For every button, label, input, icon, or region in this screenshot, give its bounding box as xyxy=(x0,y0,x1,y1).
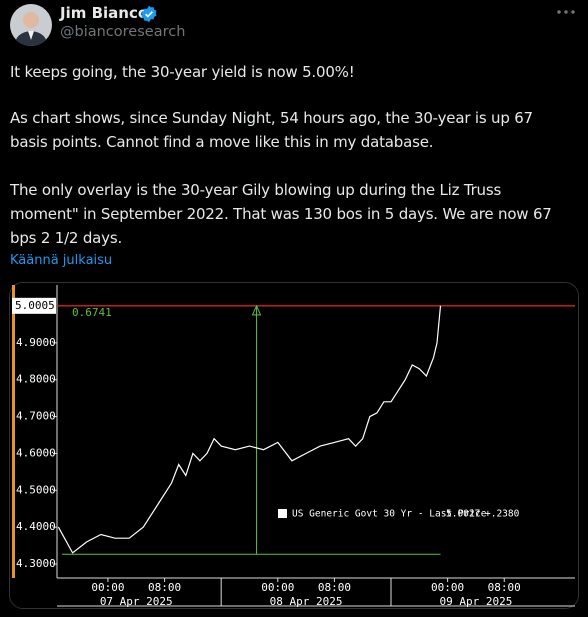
chart-background xyxy=(10,283,578,608)
x-tick-label: 00:00 xyxy=(91,581,124,594)
text-line: bps 2 1/2 days. xyxy=(10,229,123,247)
legend-swatch xyxy=(278,509,287,518)
y-tick-label: 4.9000 xyxy=(16,336,56,349)
series-line xyxy=(57,305,442,554)
paragraph: The only overlay is the 30-year Gily blo… xyxy=(10,178,552,250)
legend-label: US Generic Govt 30 Yr - Last Price xyxy=(292,509,487,520)
verified-badge xyxy=(141,5,157,23)
text-line: As chart shows, since Sunday Night, 54 h… xyxy=(10,109,533,127)
last-value-label: 5.0005 xyxy=(15,299,55,312)
arrow-head xyxy=(251,304,262,316)
media-frame xyxy=(9,282,579,609)
y-tick-label: 4.8000 xyxy=(16,373,56,386)
text-line: The only overlay is the 30-year Gily blo… xyxy=(10,181,502,199)
x-tick-label: 00:00 xyxy=(431,581,464,594)
y-tick-label: 4.7000 xyxy=(16,410,56,423)
legend-last-price: 5.0027 xyxy=(446,509,480,520)
x-date-label: 09 Apr 2025 xyxy=(439,595,512,608)
legend-change: +.2380 xyxy=(485,509,520,520)
text-line: moment" in September 2022. That was 130 … xyxy=(10,205,552,223)
y-tick-label: 4.6000 xyxy=(16,446,56,459)
legend-box xyxy=(272,503,522,525)
x-tick-label: 08:00 xyxy=(318,581,351,594)
x-tick-label: 08:00 xyxy=(148,581,181,594)
y-tick-label: 4.5000 xyxy=(16,483,56,496)
x-tick-label: 08:00 xyxy=(488,581,521,594)
y-axis-bar xyxy=(12,285,15,578)
chart[interactable]: 4.3000 4.4000 4.5000 4.6000 4.7000 4.8000 4.90… xyxy=(10,283,578,608)
x-date-label: 07 Apr 2025 xyxy=(100,595,173,608)
paragraph: It keeps going, the 30-year yield is now… xyxy=(10,60,355,84)
author-handle[interactable]: @biancoresearch xyxy=(60,24,186,40)
y-tick-label: 4.4000 xyxy=(16,520,56,533)
author-name[interactable]: Jim Bianco xyxy=(60,4,149,22)
avatar[interactable] xyxy=(10,4,52,46)
range-label: 0.6741 xyxy=(72,306,112,319)
text-line: basis points. Cannot find a move like th… xyxy=(10,133,434,151)
x-tick-label: 00:00 xyxy=(261,581,294,594)
text-line: It keeps going, the 30-year yield is now… xyxy=(10,63,355,81)
y-tick-label: 4.3000 xyxy=(16,557,56,570)
paragraph: As chart shows, since Sunday Night, 54 h… xyxy=(10,106,533,154)
translate-link[interactable]: Käännä julkaisu xyxy=(10,253,113,268)
x-date-label: 08 Apr 2025 xyxy=(270,595,343,608)
last-value-box xyxy=(12,297,56,314)
more-menu[interactable] xyxy=(555,6,577,18)
